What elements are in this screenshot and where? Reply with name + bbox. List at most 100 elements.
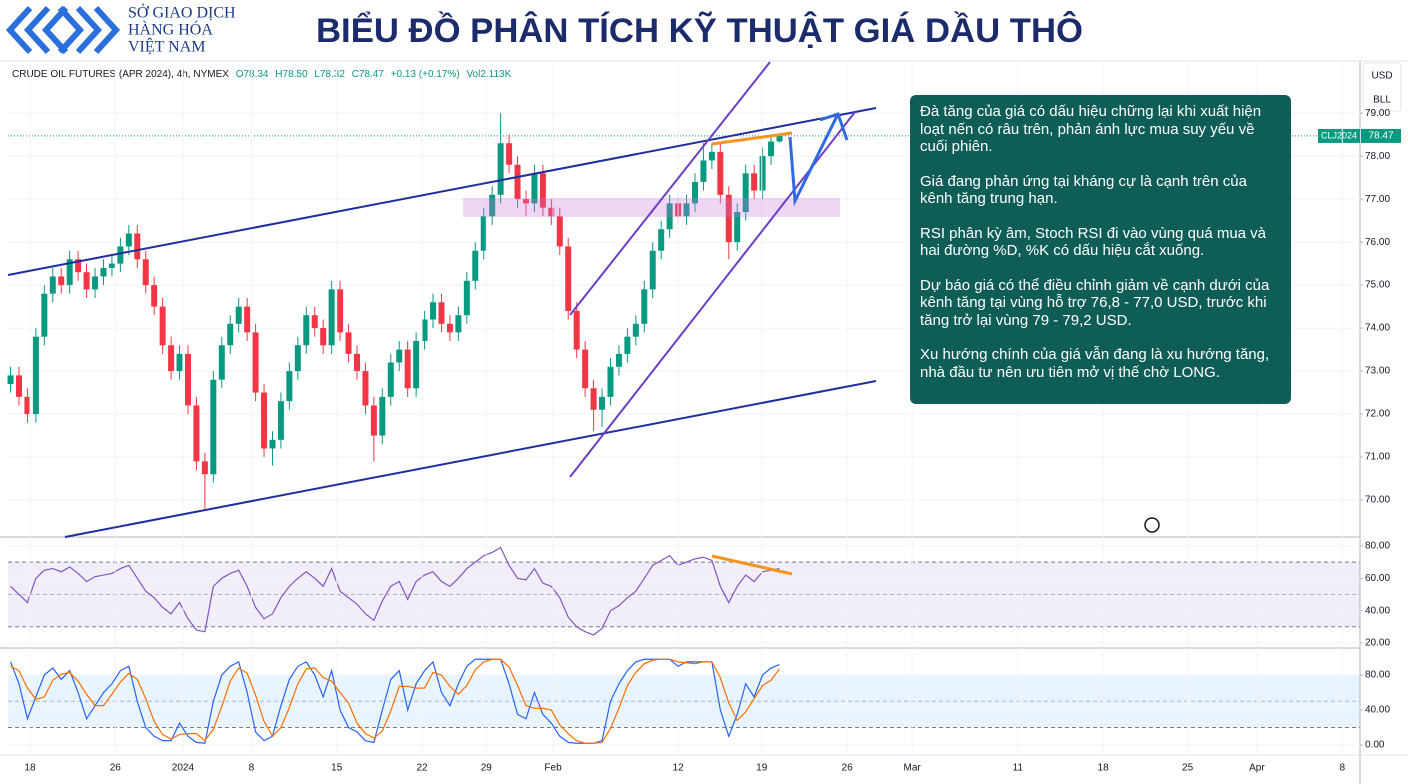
analysis-text: Giá đang phản ứng tại kháng cự là cạnh t… — [920, 172, 1247, 208]
candle-body — [328, 289, 335, 346]
candle-body — [24, 396, 31, 415]
x-tick-label: Apr — [1249, 763, 1265, 774]
y-tick-label: 80.00 — [1365, 670, 1390, 681]
analysis-box: Đà tăng của giá có dấu hiệu chững lại kh… — [910, 95, 1291, 404]
symbol-tag — [1318, 128, 1360, 143]
candle-body — [108, 263, 115, 268]
candle-body — [404, 349, 411, 389]
symbol-label: CLJ2024 — [1321, 130, 1357, 140]
candle-body — [472, 250, 479, 281]
candle-body — [565, 246, 572, 311]
candle-body — [480, 216, 487, 251]
candle-body — [573, 310, 580, 350]
instrument-title: CRUDE OIL FUTURES (APR 2024), 4h, NYMEX — [12, 69, 229, 80]
x-tick-label: 22 — [416, 763, 428, 774]
y-tick-label: 60.00 — [1365, 573, 1390, 584]
candle-body — [556, 216, 563, 247]
candle-body — [615, 353, 622, 367]
y-tick-label: 77.00 — [1365, 194, 1390, 205]
readout-value: O78.34 — [236, 69, 269, 80]
candle-body — [125, 233, 132, 247]
y-tick-label: 75.00 — [1365, 280, 1390, 291]
y-tick-label: 76.00 — [1365, 237, 1390, 248]
candle-body — [463, 280, 470, 316]
x-tick-label: Feb — [544, 763, 562, 774]
candle-body — [345, 332, 352, 354]
y-tick-label: 73.00 — [1365, 366, 1390, 377]
readout-value: L78.32 — [314, 69, 345, 80]
indicator-line — [10, 546, 780, 636]
candle-body — [320, 328, 327, 346]
candle-body — [751, 173, 758, 191]
candle-body — [379, 396, 386, 436]
candle-body — [151, 285, 158, 307]
x-tick-label: 25 — [1182, 763, 1194, 774]
candle-body — [277, 401, 284, 440]
divergence-line — [711, 554, 793, 576]
candle-body — [734, 212, 741, 243]
y-tick-label: 20.00 — [1365, 638, 1390, 649]
y-tick-label: 40.00 — [1365, 705, 1390, 716]
logo — [5, 5, 121, 55]
candle-body — [683, 203, 690, 217]
candle-body — [100, 267, 107, 277]
candle-body — [176, 353, 183, 372]
currency-label[interactable]: USD — [1371, 71, 1392, 82]
x-tick-label: 26 — [842, 763, 854, 774]
x-tick-label: 18 — [24, 763, 36, 774]
y-tick-label: 80.00 — [1365, 541, 1390, 552]
indicator-line — [10, 658, 780, 744]
candle-body — [531, 173, 538, 204]
candle-body — [438, 302, 445, 324]
candle-body — [768, 141, 775, 157]
candle-body — [201, 461, 208, 475]
readout-value: Vol2.113K — [466, 69, 511, 80]
candle-body — [717, 151, 724, 195]
x-tick-label: 29 — [481, 763, 493, 774]
x-tick-label: 2024 — [172, 763, 195, 774]
candle-body — [75, 259, 82, 273]
candle-body — [337, 289, 344, 333]
candle-body — [15, 375, 22, 397]
candle-body — [168, 345, 175, 372]
candle-body — [244, 306, 251, 333]
candle-body — [700, 160, 707, 182]
x-tick-label: 8 — [249, 763, 255, 774]
candle-body — [7, 375, 14, 384]
candle-body — [294, 345, 301, 372]
candle-body — [708, 151, 715, 161]
forecast-arrowhead — [819, 112, 849, 141]
candle-body — [489, 194, 496, 217]
readout-value: C78.47 — [352, 69, 385, 80]
candle-body — [759, 156, 766, 191]
candle-body — [252, 332, 259, 393]
page-title: BIỂU ĐỒ PHÂN TÍCH KỸ THUẬT GIÁ DẦU THÔ — [316, 11, 1083, 50]
candle-body — [742, 173, 749, 213]
candle-body — [370, 405, 377, 436]
candle-body — [446, 323, 453, 333]
candle-body — [725, 194, 732, 243]
candle-body — [193, 405, 200, 462]
x-tick-label: 15 — [331, 763, 343, 774]
x-tick-label: 19 — [756, 763, 768, 774]
candle-body — [261, 392, 268, 449]
event-icon[interactable] — [1144, 517, 1160, 533]
candle-body — [776, 135, 783, 142]
candle-body — [632, 323, 639, 337]
analysis-text: Đà tăng của giá có dấu hiệu chững lại kh… — [920, 103, 1262, 155]
candle-body — [691, 181, 698, 204]
candle-body — [421, 319, 428, 341]
brand-line: HÀNG HÓA — [128, 20, 213, 39]
price-label: 78.47 — [1368, 131, 1393, 142]
unit-box[interactable] — [1362, 62, 1402, 112]
candle-body — [539, 173, 546, 208]
unit-label[interactable]: BLL — [1373, 95, 1391, 106]
indicator-line — [9, 658, 780, 744]
candle-body — [184, 353, 191, 406]
candle-body — [134, 233, 141, 260]
candle-body — [548, 207, 555, 217]
candle-body — [582, 349, 589, 389]
candle-body — [210, 379, 217, 475]
candle-body — [649, 250, 656, 290]
